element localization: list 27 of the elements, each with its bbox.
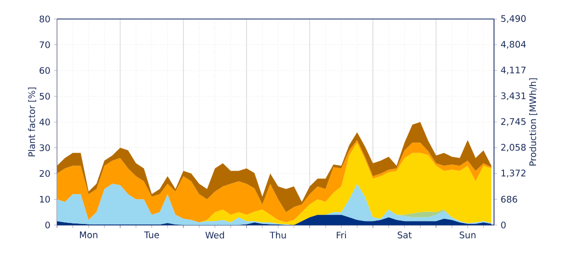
y-tick-label: 50	[40, 92, 50, 100]
y2-tick-label: 5,490	[501, 15, 526, 23]
y-tick-label: 30	[40, 144, 50, 152]
x-tick-label: Sun	[460, 232, 476, 238]
x-tick-label: Thu	[270, 232, 286, 238]
y-axis-title: Plant factor [%]	[28, 88, 36, 156]
y2-tick-label: 2,745	[501, 118, 526, 126]
y2-tick-label: 4,117	[500, 66, 526, 74]
y2-tick-label: 686	[501, 196, 518, 203]
y-tick-label: 60	[40, 67, 50, 74]
y-tick-label: 0	[45, 222, 50, 228]
x-tick-label: Sat	[398, 232, 412, 238]
y2-tick-label: 2,058	[501, 144, 526, 152]
x-tick-label: Mon	[80, 232, 98, 238]
x-tick-label: Wed	[205, 232, 224, 238]
y-tick-label: 70	[40, 41, 50, 48]
y2-tick-label: 3,431	[501, 92, 526, 100]
x-tick-label: Tue	[144, 232, 159, 238]
y2-tick-label: 1,372	[502, 170, 526, 178]
y2-axis-title: Production [MWh/h]	[529, 78, 538, 166]
y-tick-label: 80	[40, 16, 50, 22]
y-tick-label: 10	[40, 196, 50, 203]
y-tick-label: 40	[39, 118, 50, 126]
y2-tick-label: 4,804	[500, 40, 526, 49]
y-tick-label: 20	[40, 170, 50, 177]
y2-tick-label: 0	[501, 222, 506, 228]
x-tick-label: Fri	[336, 232, 346, 238]
